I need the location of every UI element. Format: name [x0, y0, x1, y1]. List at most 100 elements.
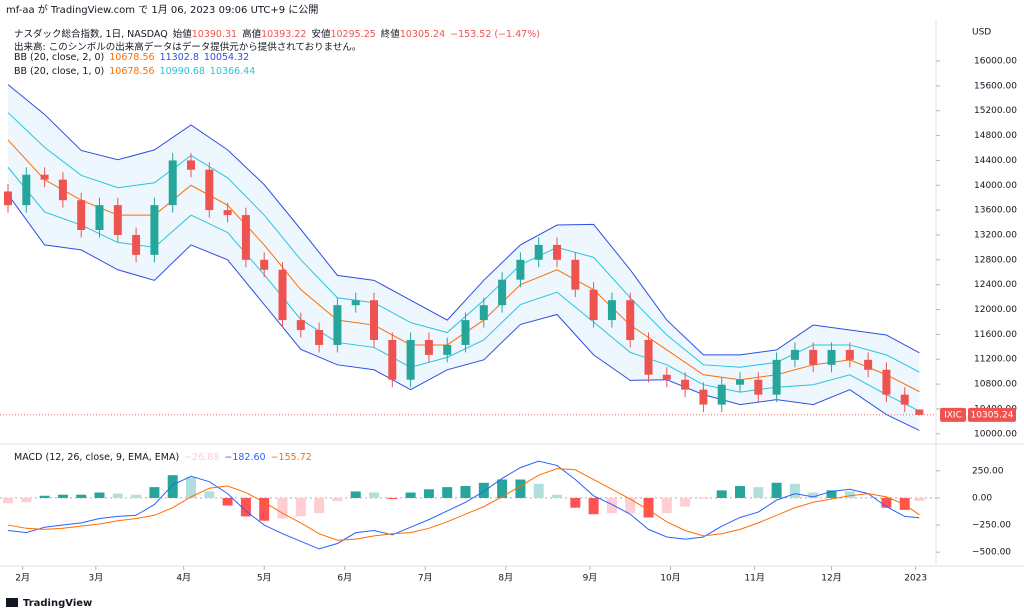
candle-body [827, 349, 836, 365]
histogram-bar [387, 497, 398, 500]
bb-upper-value: 11302.8 [159, 52, 199, 63]
ohlc-label: 高値 [242, 29, 262, 40]
ohlc-label: 終値 [380, 29, 400, 40]
histogram-bar [533, 483, 544, 498]
x-tick-label: 10月 [660, 573, 680, 584]
candle-body [915, 409, 924, 415]
candle-body [589, 289, 598, 321]
histogram-bar [570, 497, 581, 508]
bb-name: BB (20, close, 2, 0) [14, 52, 105, 63]
chart-title: ナスダック総合指数, 1日, NASDAQ [14, 29, 168, 40]
macd-line [7, 460, 920, 550]
candle-body [40, 174, 49, 180]
bb-name: BB (20, close, 1, 0) [14, 66, 105, 77]
ohlc-label: 安値 [311, 29, 331, 40]
publisher: mf-aa が TradingView.com で 1月 06, 2023 09… [6, 3, 318, 16]
histogram-bar [771, 482, 782, 498]
candle-body [644, 339, 653, 375]
signal-line [7, 468, 920, 541]
bb1-legend: BB (20, close, 1, 0) 10678.56 10990.68 1036… [14, 66, 260, 77]
candle-body [754, 379, 763, 395]
candle-body [772, 359, 781, 395]
y-tick-label: 10000.00 [974, 429, 1017, 439]
y-tick-label: 14400.00 [974, 156, 1017, 166]
histogram-bar [3, 497, 13, 504]
candle-body [22, 174, 31, 206]
histogram-bar [661, 497, 672, 514]
candle-body [351, 300, 360, 306]
histogram-bar [240, 497, 251, 517]
histogram-bar [277, 497, 288, 519]
y-tick-label: 12000.00 [974, 305, 1017, 315]
y-tick-label: 13600.00 [974, 206, 1017, 216]
candle-body [571, 259, 580, 290]
volume-note: 出来高: このシンボルの出来高データはデータ提供元から提供されておりません。 [14, 39, 366, 53]
y-tick-label: −500.00 [972, 548, 1011, 558]
histogram-bar [808, 492, 819, 498]
bb-upper-value: 10990.68 [159, 66, 205, 77]
ohlc-label: 始値 [172, 29, 192, 40]
histogram-bar [350, 491, 361, 498]
y-tick-label: 15200.00 [974, 106, 1017, 116]
y-tick-label: 12800.00 [974, 255, 1017, 265]
histogram-bar [94, 492, 105, 498]
ohlc-value: 10305.24 [399, 29, 446, 40]
bb-lower-value: 10054.32 [203, 52, 250, 63]
y-tick-label: 250.00 [972, 466, 1004, 476]
y-tick-label: 13200.00 [974, 230, 1017, 240]
macd-title: MACD (12, 26, close, 9, EMA, EMA) [14, 452, 180, 463]
histogram-bar [497, 479, 508, 498]
histogram-bar [167, 475, 178, 498]
candle-body [406, 339, 415, 380]
ohlc-value: 10390.31 [191, 29, 238, 40]
candle-body [900, 394, 909, 405]
candle-body [534, 244, 543, 260]
histogram-bar [735, 486, 746, 498]
x-tick-label: 9月 [583, 573, 598, 584]
bb-basis-value: 10678.56 [109, 66, 155, 77]
candle-body [315, 330, 324, 345]
bb-basis-value: 10678.56 [109, 52, 155, 63]
candle-body [662, 374, 671, 380]
x-tick-label: 2月 [15, 573, 30, 584]
candle-body [241, 215, 250, 260]
candle-body [205, 169, 214, 211]
histogram-bar [625, 497, 636, 514]
currency: USD [972, 28, 991, 38]
histogram-bar [295, 497, 306, 517]
histogram-bar [39, 495, 50, 498]
histogram-bar [515, 479, 526, 498]
x-tick-label: 2023 [904, 574, 927, 584]
histogram-bar [698, 497, 709, 500]
histogram-bar [149, 487, 160, 498]
price-tag [968, 407, 1016, 422]
ohlc-value: 10393.22 [261, 29, 307, 40]
histogram-bar [680, 497, 691, 507]
x-tick-label: 6月 [337, 573, 352, 584]
histogram-bar [76, 494, 87, 498]
candle-body [809, 349, 818, 365]
histogram-bar [844, 491, 855, 498]
x-tick-label: 3月 [88, 573, 103, 584]
histogram-bar [204, 491, 215, 498]
candle-body [58, 179, 67, 201]
signal-value: −155.72 [270, 452, 312, 463]
x-tick-label: 5月 [257, 573, 272, 584]
y-tick-label: 14000.00 [974, 181, 1017, 191]
candle-body [113, 205, 122, 235]
candle-body [187, 160, 196, 170]
y-tick-label: 0.00 [972, 493, 992, 503]
x-tick-label: 4月 [176, 573, 191, 584]
price-tag-label: 10305.24 [971, 410, 1014, 420]
histogram-bar [423, 489, 434, 498]
symbol-tag [940, 407, 966, 422]
macd-value: −182.60 [224, 452, 266, 463]
histogram-bar [21, 497, 32, 503]
candle-body [424, 339, 433, 355]
footer-brand: TradingView [23, 598, 92, 609]
x-tick-label: 12月 [821, 573, 841, 584]
histogram-bar [881, 497, 892, 508]
y-tick-label: −250.00 [972, 521, 1011, 531]
candle-body [699, 389, 708, 405]
